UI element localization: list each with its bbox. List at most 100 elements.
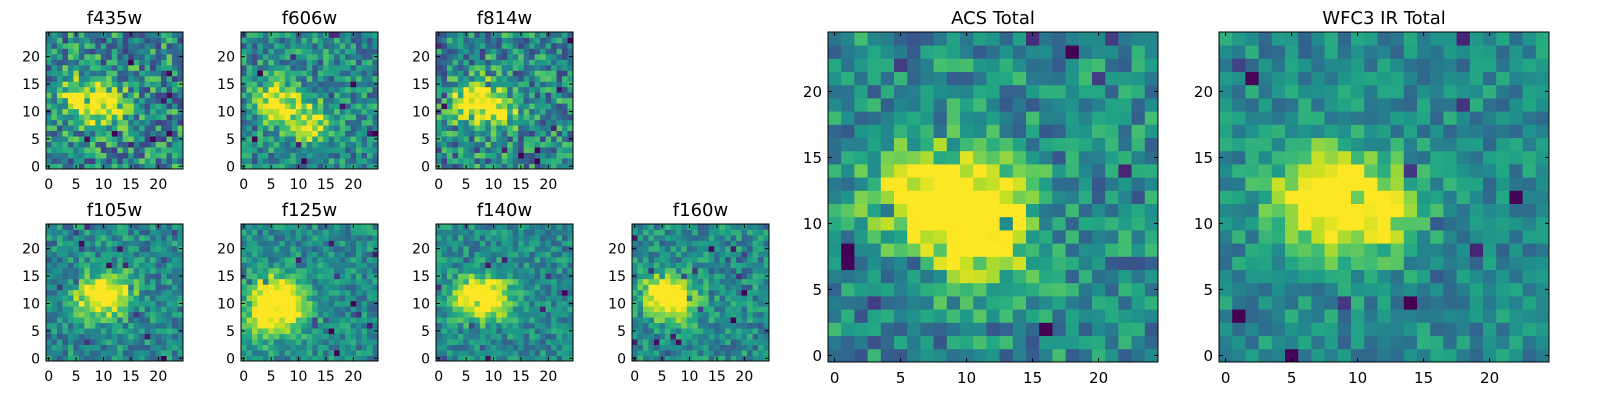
heatmap-cell — [973, 322, 987, 336]
heatmap-cell — [524, 295, 530, 301]
heatmap-cell — [367, 48, 373, 54]
heatmap-cell — [546, 229, 552, 235]
heatmap-cell — [279, 48, 285, 54]
heatmap-cell — [128, 295, 134, 301]
heatmap-cell — [676, 273, 682, 279]
heatmap-cell — [274, 350, 280, 356]
heatmap-cell — [551, 81, 557, 87]
heatmap-cell — [351, 273, 357, 279]
heatmap-cell — [252, 59, 258, 65]
heatmap-cell — [524, 246, 530, 252]
heatmap-cell — [1079, 230, 1093, 244]
heatmap-cell — [535, 295, 541, 301]
heatmap-cell — [340, 131, 346, 137]
heatmap-cell — [973, 296, 987, 310]
heatmap-cell — [458, 328, 464, 334]
heatmap-cell — [318, 43, 324, 49]
heatmap-cell — [106, 334, 112, 340]
heatmap-cell — [145, 251, 151, 257]
panel-title: f606w — [282, 8, 337, 29]
heatmap-cell — [480, 136, 486, 142]
heatmap-cell — [643, 295, 649, 301]
heatmap-cell — [447, 158, 453, 164]
heatmap-cell — [907, 243, 921, 257]
heatmap-cell — [1079, 270, 1093, 284]
heatmap-cell — [106, 323, 112, 329]
heatmap-cell — [150, 350, 156, 356]
heatmap-cell — [117, 312, 123, 318]
heatmap-cell — [485, 136, 491, 142]
heatmap-cell — [296, 295, 302, 301]
heatmap-cell — [747, 345, 753, 351]
heatmap-cell — [134, 328, 140, 334]
heatmap-cell — [274, 273, 280, 279]
heatmap-cell — [95, 120, 101, 126]
heatmap-cell — [1000, 164, 1014, 178]
heatmap-cell — [367, 158, 373, 164]
heatmap-cell — [172, 279, 178, 285]
heatmap-cell — [447, 54, 453, 60]
heatmap-cell — [356, 224, 362, 230]
heatmap-cell — [356, 306, 362, 312]
heatmap-cell — [535, 279, 541, 285]
heatmap-cell — [747, 334, 753, 340]
heatmap-cell — [57, 120, 63, 126]
heatmap-cell — [112, 339, 118, 345]
heatmap-cell — [268, 246, 274, 252]
heatmap-cell — [95, 92, 101, 98]
heatmap-cell — [139, 48, 145, 54]
heatmap-cell — [670, 262, 676, 268]
heatmap-cell — [84, 87, 90, 93]
heatmap-cell — [252, 109, 258, 115]
heatmap-cell — [654, 284, 660, 290]
heatmap-cell — [447, 76, 453, 82]
heatmap-cell — [452, 48, 458, 54]
y-tick-label: 0 — [31, 351, 40, 367]
heatmap-cell — [73, 262, 79, 268]
heatmap-cell — [562, 273, 568, 279]
heatmap-cell — [128, 246, 134, 252]
heatmap-cell — [257, 262, 263, 268]
heatmap-cell — [452, 65, 458, 71]
heatmap-cell — [268, 229, 274, 235]
heatmap-cell — [329, 262, 335, 268]
heatmap-cell — [687, 262, 693, 268]
heatmap-cell — [524, 136, 530, 142]
heatmap-cell — [894, 309, 908, 323]
heatmap-cell — [334, 59, 340, 65]
heatmap-cell — [698, 257, 704, 263]
heatmap-cell — [747, 273, 753, 279]
heatmap-cell — [676, 328, 682, 334]
heatmap-cell — [290, 262, 296, 268]
heatmap-cell — [670, 235, 676, 241]
heatmap-cell — [73, 81, 79, 87]
heatmap-cell — [150, 246, 156, 252]
heatmap-cell — [285, 92, 291, 98]
heatmap-cell — [241, 87, 247, 93]
heatmap-cell — [868, 151, 882, 165]
heatmap-cell — [246, 81, 252, 87]
heatmap-cell — [345, 32, 351, 38]
heatmap-cell — [46, 142, 52, 148]
heatmap-cell — [720, 323, 726, 329]
heatmap-cell — [279, 98, 285, 104]
heatmap-cell — [469, 317, 475, 323]
heatmap-cell — [274, 153, 280, 159]
heatmap-cell — [112, 158, 118, 164]
heatmap-cell — [290, 70, 296, 76]
heatmap-cell — [441, 262, 447, 268]
heatmap-cell — [524, 54, 530, 60]
heatmap-cell — [356, 65, 362, 71]
heatmap-cell — [274, 224, 280, 230]
heatmap-cell — [507, 268, 513, 274]
heatmap-cell — [1092, 164, 1106, 178]
heatmap-cell — [529, 98, 535, 104]
heatmap-cell — [150, 43, 156, 49]
heatmap-cell — [334, 328, 340, 334]
heatmap-cell — [551, 306, 557, 312]
heatmap-cell — [502, 136, 508, 142]
heatmap-cell — [881, 230, 895, 244]
heatmap-cell — [868, 309, 882, 323]
heatmap-cell — [447, 323, 453, 329]
